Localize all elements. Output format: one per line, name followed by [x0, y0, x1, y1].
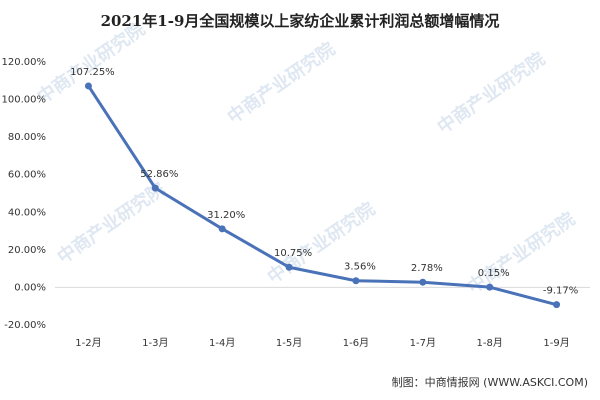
y-tick-label: 100.00% — [2, 95, 47, 106]
y-tick-label: 0.00% — [14, 282, 46, 293]
data-label: 0.15% — [478, 268, 510, 279]
x-tick-label: 1-7月 — [410, 337, 436, 349]
y-tick-label: 80.00% — [8, 132, 46, 143]
point — [285, 263, 293, 271]
x-tick-label: 1-8月 — [477, 337, 503, 349]
point — [84, 82, 92, 90]
x-tick-label: 1-4月 — [209, 337, 235, 349]
point — [419, 278, 427, 286]
data-label: 107.25% — [70, 67, 115, 78]
x-tick-label: 1-2月 — [75, 337, 101, 349]
data-label: 2.78% — [411, 263, 443, 274]
point — [352, 277, 360, 285]
y-tick-label: 60.00% — [8, 170, 46, 181]
y-tick-label: 40.00% — [8, 207, 46, 218]
data-label: -9.17% — [543, 286, 578, 297]
x-tick-label: 1-5月 — [276, 337, 302, 349]
data-label: 31.20% — [207, 210, 245, 221]
y-tick-label: 120.00% — [2, 57, 47, 68]
y-tick-label: -20.00% — [4, 320, 46, 331]
x-tick-label: 1-3月 — [142, 337, 168, 349]
y-tick-label: 20.00% — [8, 245, 46, 256]
point — [151, 184, 159, 192]
data-label: 10.75% — [274, 248, 312, 259]
x-tick-label: 1-9月 — [543, 337, 569, 349]
chart-title: 2021年1-9月全国规模以上家纺企业累计利润总额增幅情况 — [101, 12, 500, 30]
point — [553, 301, 561, 309]
data-label: 52.86% — [140, 169, 178, 180]
point — [486, 283, 494, 291]
data-label: 3.56% — [344, 262, 376, 273]
source-note: 制图：中商情报网 (WWW.ASKCI.COM) — [392, 375, 588, 389]
point — [218, 225, 226, 233]
x-tick-label: 1-6月 — [343, 337, 369, 349]
line — [87, 85, 557, 307]
